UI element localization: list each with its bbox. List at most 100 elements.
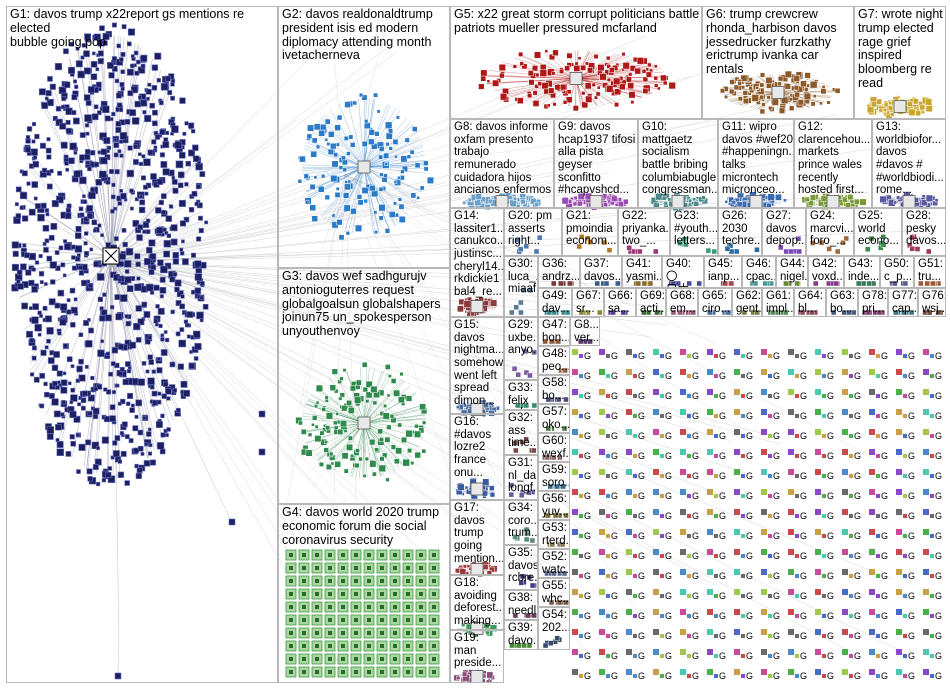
- mini-vertex: [923, 389, 929, 395]
- vertex: [26, 126, 33, 132]
- mini-group-letter: G: [827, 551, 834, 561]
- mini-vertex: [633, 374, 637, 378]
- mini-vertex: [572, 529, 578, 535]
- mini-vertex: [903, 454, 907, 458]
- vertex: [121, 228, 127, 233]
- mini-group-letter: G: [584, 391, 591, 401]
- mini-group-letter: G: [638, 631, 645, 641]
- mini-group-letter: G: [827, 391, 834, 401]
- group-box-g4: G4: davos world 2020 trump economic foru…: [278, 504, 450, 683]
- vertex: [26, 181, 31, 186]
- mini-vertex: [795, 574, 799, 578]
- group-box-g19: G19: man preside...: [450, 630, 504, 683]
- mini-vertex: [687, 494, 691, 498]
- mini-vertex: [849, 594, 853, 598]
- mini-vertex: [660, 494, 664, 498]
- mini-vertex: [633, 494, 637, 498]
- graph-edge: [302, 166, 365, 179]
- vertex: [181, 239, 185, 244]
- mini-vertex: [869, 589, 875, 595]
- mini-group-letter: G: [584, 371, 591, 381]
- mini-group-letter: G: [881, 531, 888, 541]
- mini-vertex: [687, 534, 691, 538]
- vertex: [160, 413, 165, 419]
- vertex: [79, 132, 86, 138]
- group-label: G7: wrote night trump elected rage grief…: [858, 7, 943, 90]
- mini-vertex: [930, 594, 934, 598]
- mini-vertex: [680, 429, 686, 435]
- vertex: [93, 33, 101, 41]
- mini-group-letter: G: [584, 551, 591, 561]
- mini-vertex: [896, 549, 902, 555]
- mini-vertex: [687, 414, 691, 418]
- mini-vertex: [680, 349, 686, 355]
- mini-vertex: [599, 469, 605, 475]
- mini-vertex: [768, 494, 772, 498]
- mini-group-letter: G: [800, 651, 807, 661]
- mini-vertex: [734, 469, 740, 475]
- mini-vertex: [653, 369, 659, 375]
- mini-vertex: [761, 469, 767, 475]
- mini-vertex: [842, 389, 848, 395]
- vertex: [147, 82, 152, 87]
- vertex: [188, 149, 195, 157]
- vertex: [147, 427, 152, 432]
- vertex: [120, 51, 126, 57]
- mini-group-letter: G: [908, 471, 915, 481]
- group-box-g50: G50: c_p...: [880, 256, 914, 288]
- group-label: G11: wipro davos #wef20 #happeningn... t…: [722, 121, 794, 197]
- mini-vertex: [660, 414, 664, 418]
- mini-group-letter: G: [584, 351, 591, 361]
- group-label: G18: avoiding deforest... making...: [454, 577, 504, 627]
- vertex: [117, 459, 123, 464]
- mini-group-letter: G: [692, 491, 699, 501]
- group-label: G21: pmoindia econom...: [566, 210, 617, 248]
- mini-vertex: [849, 394, 853, 398]
- mini-group-letter: G: [773, 391, 780, 401]
- mini-group-letter: G: [854, 631, 861, 641]
- graph-edge: [109, 202, 724, 263]
- mini-vertex: [896, 609, 902, 615]
- mini-vertex: [896, 389, 902, 395]
- graph-edge: [363, 166, 422, 193]
- vertex: [172, 187, 179, 194]
- group-label: G63: bo...: [830, 290, 855, 315]
- mini-group-letter: G: [908, 451, 915, 461]
- mini-group-letter: G: [584, 491, 591, 501]
- graph-edge: [109, 261, 557, 378]
- graph-edge: [344, 174, 504, 625]
- mini-vertex: [741, 394, 745, 398]
- mini-group-letter: G: [692, 571, 699, 581]
- graph-edge: [321, 166, 365, 218]
- group-box-g8x: G8... ver...: [570, 317, 600, 346]
- mini-group-letter: G: [665, 471, 672, 481]
- graph-edge: [363, 166, 376, 235]
- mini-vertex: [626, 569, 632, 575]
- mini-vertex: [849, 474, 853, 478]
- mini-vertex: [795, 414, 799, 418]
- group-box-g13: G13: worldbiofor... davos #davos # #worl…: [872, 119, 946, 208]
- mini-vertex: [788, 569, 794, 575]
- graph-edge: [311, 422, 365, 452]
- graph-edge: [110, 45, 140, 257]
- mini-vertex: [876, 474, 880, 478]
- mini-vertex: [930, 374, 934, 378]
- mini-vertex: [572, 589, 578, 595]
- mini-group-letter: G: [800, 631, 807, 641]
- mini-vertex: [923, 589, 929, 595]
- group-label: G65: ciro...: [702, 290, 731, 315]
- mini-group-letter: G: [746, 471, 753, 481]
- mini-vertex: [761, 549, 767, 555]
- mini-group-letter: G: [827, 631, 834, 641]
- mini-group-letter: G: [854, 671, 861, 681]
- mini-vertex: [680, 509, 686, 515]
- vertex: [48, 234, 55, 241]
- mini-vertex: [876, 534, 880, 538]
- mini-vertex: [687, 554, 691, 558]
- vertex: [96, 481, 101, 487]
- group-box-g37: G37: davos...: [580, 256, 622, 288]
- mini-vertex: [707, 369, 713, 375]
- mini-vertex: [896, 469, 902, 475]
- mini-vertex: [687, 674, 691, 678]
- group-box-g44: G44: nigel...: [776, 256, 808, 288]
